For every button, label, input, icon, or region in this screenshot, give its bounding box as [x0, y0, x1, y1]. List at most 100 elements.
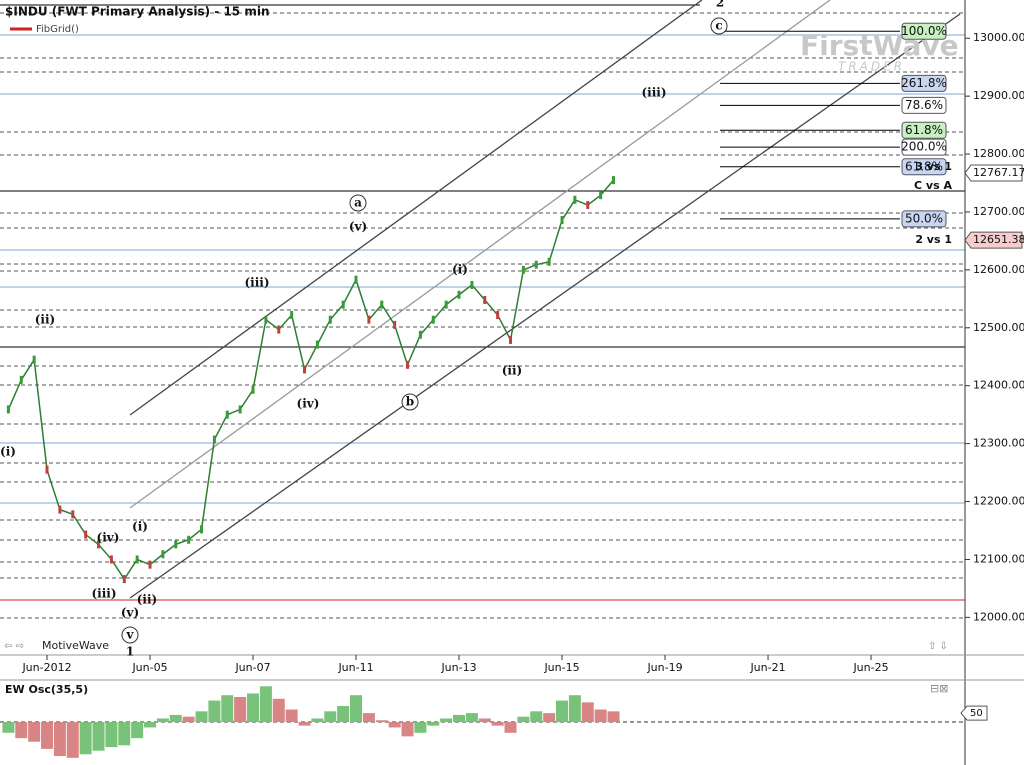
- osc-bar: [221, 695, 234, 723]
- fib-label-box: [901, 96, 947, 114]
- wave-circle: [349, 194, 367, 212]
- y-tick-label: 12600.00: [973, 263, 1024, 276]
- price-bar: [174, 540, 178, 549]
- price-bar: [122, 575, 126, 584]
- wave-note: C vs A: [914, 179, 952, 192]
- osc-bar: [66, 722, 79, 758]
- price-bar: [534, 260, 538, 269]
- fib-lines: [0, 4, 965, 601]
- price-bar: [200, 525, 204, 534]
- wave-label: (v): [121, 606, 139, 620]
- osc-bar: [453, 714, 466, 723]
- fib-label-box: [901, 74, 947, 92]
- price-bar: [135, 555, 139, 564]
- wave-label: 1: [126, 645, 134, 659]
- x-tick-label: Jun-15: [543, 661, 579, 674]
- price-marker-box: [964, 231, 1023, 249]
- price-bar: [109, 555, 113, 564]
- price-bar: [444, 300, 448, 309]
- wave-label: (i): [452, 263, 468, 277]
- price-marker-box: [964, 164, 1023, 182]
- y-tick-label: 12200.00: [973, 495, 1024, 508]
- price-bar: [367, 315, 371, 324]
- price-bar: [212, 435, 216, 444]
- x-tick-label: Jun-07: [234, 661, 270, 674]
- fib-label-box: [901, 210, 947, 228]
- panel-controls[interactable]: ⊟⊠: [930, 682, 948, 695]
- price-bar: [521, 265, 525, 274]
- price-bar: [58, 505, 62, 514]
- osc-tick-box: [960, 705, 988, 721]
- wave-label: (ii): [137, 593, 157, 607]
- osc-bar: [607, 711, 620, 723]
- osc-tick-label: 50: [970, 708, 983, 719]
- price-bar: [148, 560, 152, 569]
- wave-label: (ii): [35, 313, 55, 327]
- wave-circle: [710, 17, 728, 35]
- osc-bar: [465, 713, 478, 723]
- price-bar: [457, 290, 461, 299]
- osc-bar: [350, 695, 363, 723]
- y-tick-label: 12700.00: [973, 205, 1024, 218]
- osc-bar: [311, 718, 324, 723]
- wave-label: (i): [132, 520, 148, 534]
- x-tick-label: Jun-19: [646, 661, 682, 674]
- fib-label: 61.8%: [905, 123, 943, 137]
- price-bar: [290, 311, 294, 320]
- wave-label: (ii): [502, 364, 522, 378]
- wave-circle: [401, 393, 419, 411]
- price-bar: [97, 540, 101, 549]
- fib-label: 50.0%: [905, 211, 943, 225]
- osc-bar: [234, 697, 247, 723]
- osc-bar: [556, 700, 569, 723]
- osc-bar: [195, 711, 208, 723]
- osc-bar: [530, 711, 543, 723]
- osc-bar: [247, 693, 260, 723]
- osc-bar: [568, 695, 581, 723]
- wave-note: 2 vs 1: [915, 233, 952, 246]
- wave-label: b: [406, 395, 414, 409]
- osc-bar: [28, 722, 41, 742]
- price-bar: [612, 176, 616, 185]
- price-bar: [380, 300, 384, 309]
- price-bar: [560, 216, 564, 225]
- price-bar: [6, 405, 10, 414]
- price-bar: [547, 257, 551, 266]
- osc-bar: [478, 718, 491, 723]
- wave-label: 2: [716, 0, 724, 10]
- osc-bar: [543, 713, 556, 723]
- osc-bar: [427, 722, 440, 726]
- osc-bar: [53, 722, 66, 757]
- wave-label: (iii): [91, 587, 116, 601]
- chart-title: $INDU (FWT Primary Analysis) - 15 min: [5, 5, 270, 19]
- price-bar: [303, 365, 307, 374]
- x-tick-label: Jun-11: [337, 661, 373, 674]
- osc-bar: [156, 718, 169, 723]
- price-bar: [84, 530, 88, 539]
- fib-label-box: [901, 22, 947, 40]
- wave-label: v: [126, 628, 135, 642]
- y-tick-label: 12500.00: [973, 321, 1024, 334]
- osc-bar: [182, 716, 195, 723]
- wave-note: 3 vs 1: [915, 160, 952, 173]
- nav-arrows[interactable]: ⇦ ⇨: [4, 641, 24, 652]
- price-bar: [19, 375, 23, 384]
- price-bar: [161, 550, 165, 559]
- osc-bar: [118, 722, 131, 746]
- price-bar: [418, 330, 422, 339]
- zoom-arrows[interactable]: ⇧ ⇩: [928, 641, 948, 652]
- osc-bar: [362, 713, 375, 723]
- y-tick-label: 12000.00: [973, 610, 1024, 623]
- wave-circle: [121, 626, 139, 644]
- y-tick-label: 12400.00: [973, 379, 1024, 392]
- y-tick-label: 13000.00: [973, 31, 1024, 44]
- osc-bar: [581, 702, 594, 723]
- price-bar: [599, 191, 603, 200]
- osc-bar: [414, 722, 427, 733]
- osc-bar: [2, 722, 15, 733]
- price-bar: [586, 201, 590, 210]
- osc-bar: [272, 698, 285, 723]
- price-bar: [573, 195, 577, 204]
- y-tick-label: 12300.00: [973, 437, 1024, 450]
